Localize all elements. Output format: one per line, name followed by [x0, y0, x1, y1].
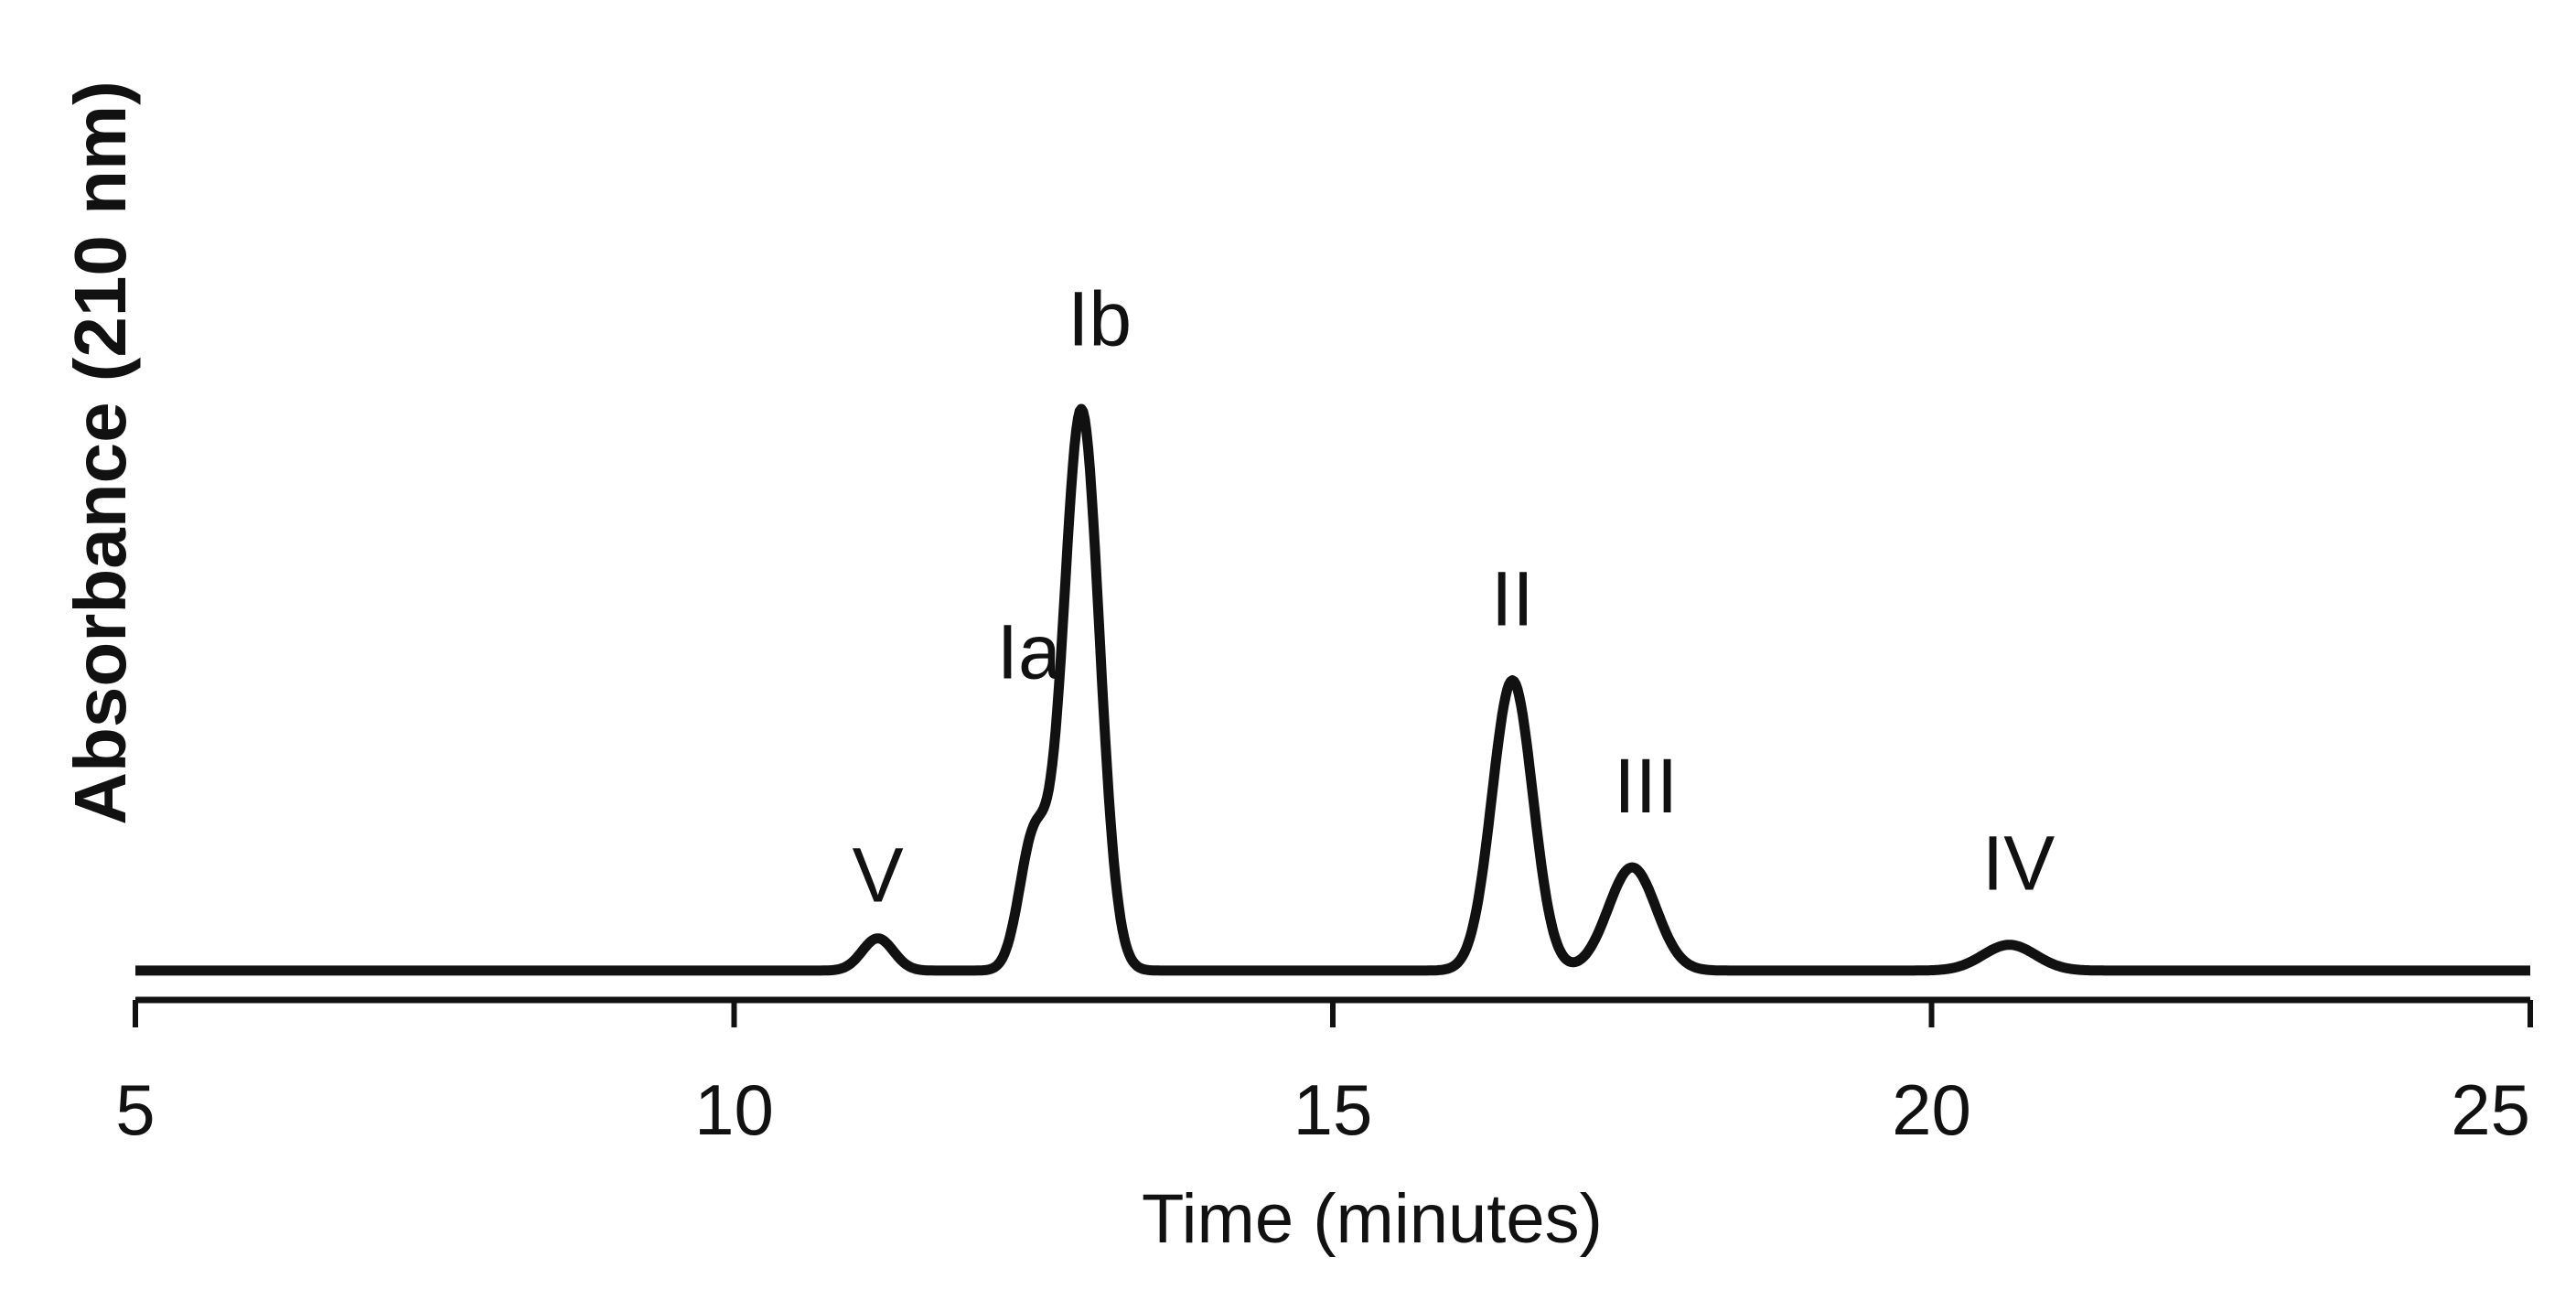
peak-label-iii: III: [1614, 743, 1678, 829]
x-axis-ticks: 5 10 15 20 25: [115, 1000, 2533, 1150]
chromatogram-series-line: [132, 403, 2534, 976]
x-tick-label: 15: [1293, 1069, 1373, 1150]
peak-label-ib: Ib: [1068, 276, 1132, 362]
x-tick-label: 20: [1892, 1069, 1971, 1150]
x-tick-label: 25: [2451, 1069, 2530, 1150]
peak-label-ii: II: [1491, 556, 1534, 642]
peak-label-iv: IV: [1982, 821, 2055, 907]
plot-line-layer: [132, 403, 2534, 976]
y-axis-label: Absorbance (210 nm): [59, 81, 141, 825]
x-tick-label: 5: [115, 1069, 155, 1150]
peak-label-ia: Ia: [997, 608, 1061, 694]
peak-label-v: V: [853, 833, 904, 919]
x-axis-label: Time (minutes): [1142, 1180, 1603, 1258]
x-tick-label: 10: [694, 1069, 774, 1150]
